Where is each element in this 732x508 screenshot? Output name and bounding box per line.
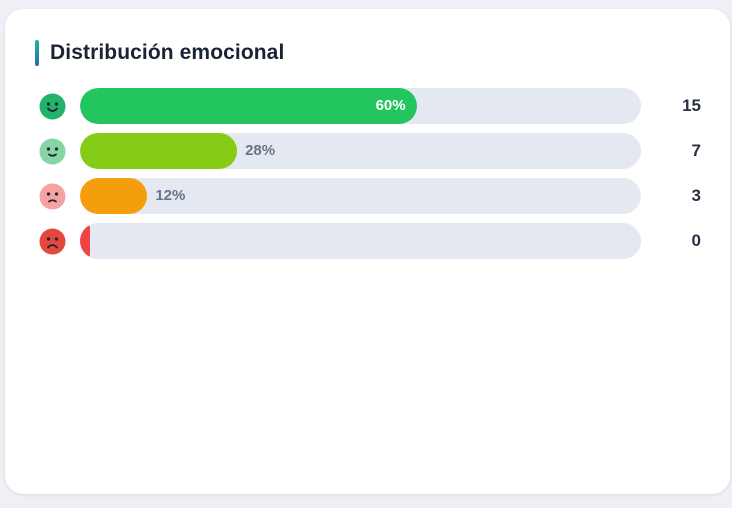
emotion-distribution-card: Distribución emocional 60% 15 28% 7 12% 3 0 xyxy=(5,9,730,494)
sad-face-icon xyxy=(39,183,66,210)
bar-row-muy-triste: 0 xyxy=(5,223,730,259)
count-label: 3 xyxy=(691,186,701,205)
percent-label: 12% xyxy=(155,187,186,204)
bar-feliz xyxy=(80,133,238,169)
card-header: Distribución emocional xyxy=(35,40,284,66)
bar-row-triste: 12% 3 xyxy=(5,178,730,214)
bar-row-feliz: 28% 7 xyxy=(5,133,730,169)
bar-muy-feliz xyxy=(80,88,417,124)
percent-label: 60% xyxy=(375,97,406,114)
very-sad-face-icon xyxy=(39,228,66,255)
count-label: 7 xyxy=(691,141,701,160)
title-accent-bar xyxy=(35,40,39,66)
bar-track: 28% xyxy=(80,133,641,169)
card-title: Distribución emocional xyxy=(50,41,285,64)
count-label: 15 xyxy=(682,96,701,115)
happy-face-icon xyxy=(39,138,66,165)
bar-triste xyxy=(80,178,148,214)
bar-track: 12% xyxy=(80,178,641,214)
bar-muy-triste xyxy=(80,223,90,259)
very-happy-face-icon xyxy=(39,93,66,120)
count-label: 0 xyxy=(691,231,701,250)
percent-label: 28% xyxy=(245,142,276,159)
bar-row-muy-feliz: 60% 15 xyxy=(5,88,730,124)
bar-track xyxy=(80,223,641,259)
bar-track: 60% xyxy=(80,88,641,124)
